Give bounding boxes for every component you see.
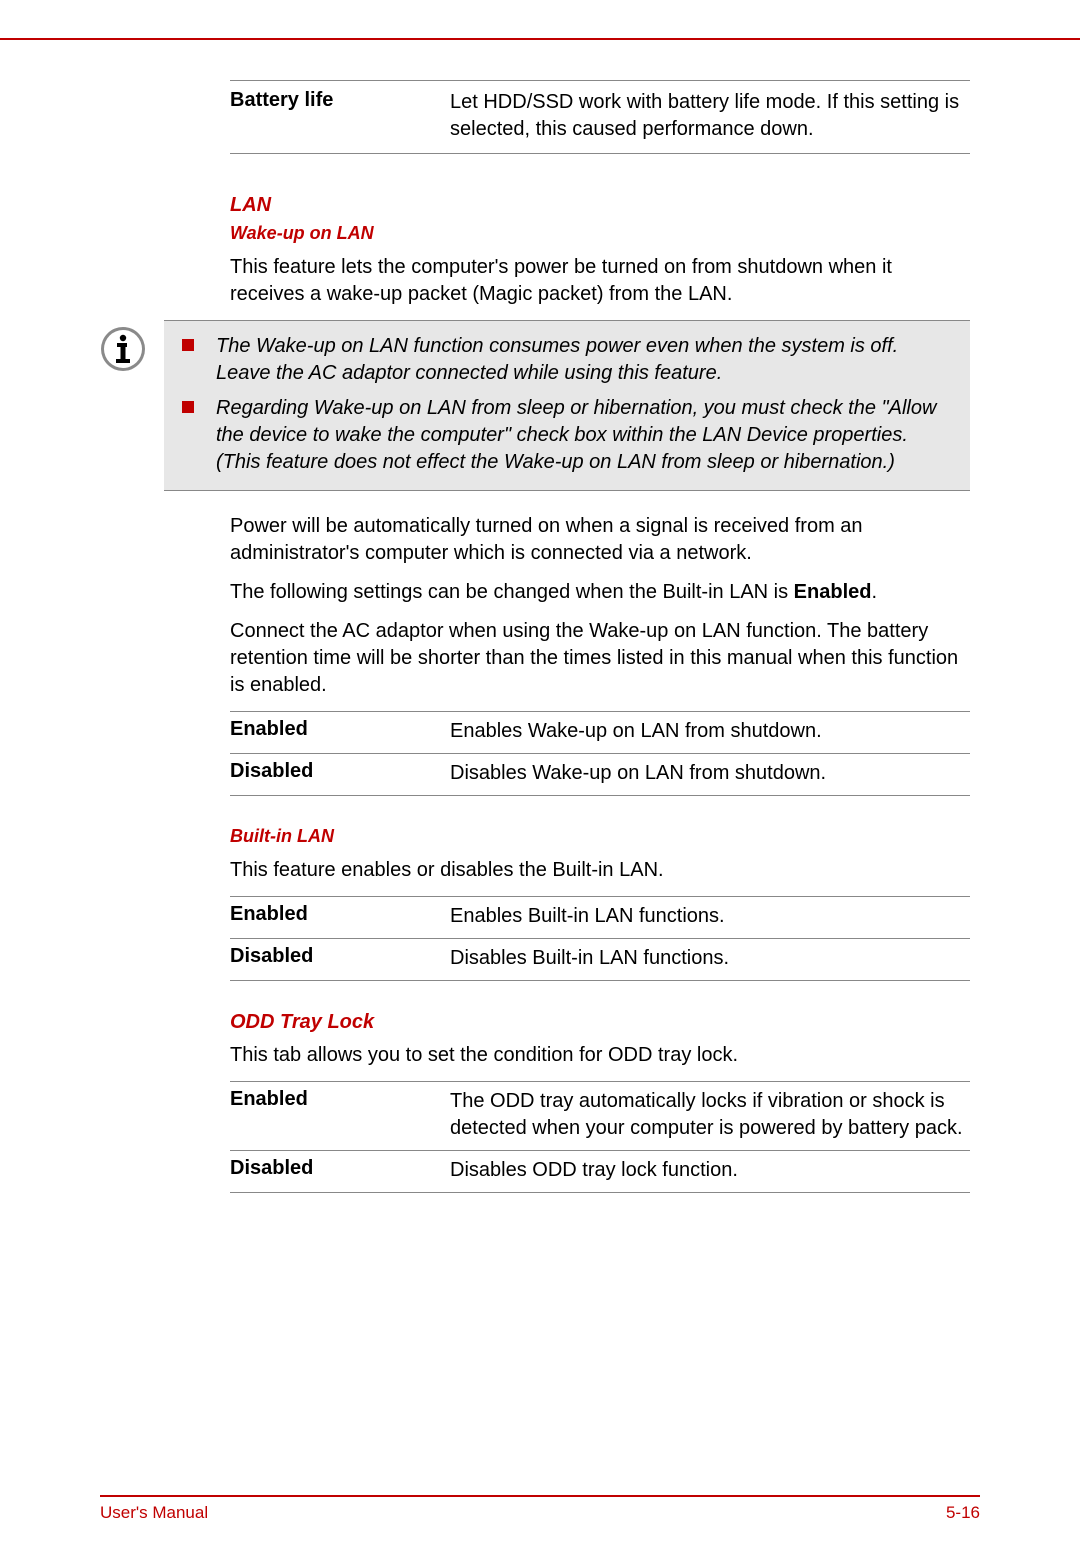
odd-row0-desc: The ODD tray automatically locks if vibr… bbox=[450, 1088, 970, 1142]
table-row: Disabled Disables ODD tray lock function… bbox=[230, 1151, 970, 1193]
wake-after3: Connect the AC adaptor when using the Wa… bbox=[230, 618, 970, 699]
odd-heading: ODD Tray Lock bbox=[230, 1011, 970, 1034]
builtin-row0-label: Enabled bbox=[230, 903, 450, 930]
builtin-heading: Built-in LAN bbox=[230, 826, 970, 847]
wake-intro: This feature lets the computer's power b… bbox=[230, 254, 970, 308]
wake-after2-pre: The following settings can be changed wh… bbox=[230, 581, 794, 603]
lan-heading: LAN bbox=[230, 194, 970, 217]
note-item-2: Regarding Wake-up on LAN from sleep or h… bbox=[182, 395, 952, 476]
note-box: The Wake-up on LAN function consumes pow… bbox=[164, 320, 970, 491]
builtin-table: Enabled Enables Built-in LAN functions. … bbox=[230, 896, 970, 981]
wake-after1: Power will be automatically turned on wh… bbox=[230, 513, 970, 567]
odd-row0-label: Enabled bbox=[230, 1088, 450, 1142]
info-icon bbox=[100, 326, 146, 372]
builtin-row1-desc: Disables Built-in LAN functions. bbox=[450, 945, 729, 972]
page: Battery life Let HDD/SSD work with batte… bbox=[0, 38, 1080, 1243]
footer-right: 5-16 bbox=[946, 1503, 980, 1523]
wake-table: Enabled Enables Wake-up on LAN from shut… bbox=[230, 711, 970, 796]
battery-life-label: Battery life bbox=[230, 89, 450, 143]
battery-life-row: Battery life Let HDD/SSD work with batte… bbox=[230, 80, 970, 154]
wake-after2: The following settings can be changed wh… bbox=[230, 579, 970, 606]
wake-row0-desc: Enables Wake-up on LAN from shutdown. bbox=[450, 718, 822, 745]
square-bullet-icon bbox=[182, 339, 194, 351]
wake-after2-post: . bbox=[871, 581, 877, 603]
builtin-row1-label: Disabled bbox=[230, 945, 450, 972]
table-row: Disabled Disables Built-in LAN functions… bbox=[230, 939, 970, 981]
note-block: The Wake-up on LAN function consumes pow… bbox=[100, 320, 970, 491]
builtin-intro: This feature enables or disables the Bui… bbox=[230, 857, 970, 884]
note-text-2: Regarding Wake-up on LAN from sleep or h… bbox=[216, 395, 952, 476]
odd-intro: This tab allows you to set the condition… bbox=[230, 1042, 970, 1069]
wake-row1-label: Disabled bbox=[230, 760, 450, 787]
wake-after2-bold: Enabled bbox=[794, 581, 872, 603]
table-row: Enabled The ODD tray automatically locks… bbox=[230, 1082, 970, 1151]
table-row: Enabled Enables Wake-up on LAN from shut… bbox=[230, 712, 970, 754]
odd-table: Enabled The ODD tray automatically locks… bbox=[230, 1081, 970, 1193]
page-footer: User's Manual 5-16 bbox=[100, 1495, 980, 1523]
square-bullet-icon bbox=[182, 401, 194, 413]
battery-life-desc: Let HDD/SSD work with battery life mode.… bbox=[450, 89, 970, 143]
wake-heading: Wake-up on LAN bbox=[230, 223, 970, 244]
content-area: Battery life Let HDD/SSD work with batte… bbox=[230, 80, 970, 1193]
note-text-1: The Wake-up on LAN function consumes pow… bbox=[216, 333, 952, 387]
footer-left: User's Manual bbox=[100, 1503, 208, 1523]
table-row: Disabled Disables Wake-up on LAN from sh… bbox=[230, 754, 970, 796]
wake-row1-desc: Disables Wake-up on LAN from shutdown. bbox=[450, 760, 826, 787]
odd-row1-label: Disabled bbox=[230, 1157, 450, 1184]
note-item-1: The Wake-up on LAN function consumes pow… bbox=[182, 333, 952, 387]
builtin-row0-desc: Enables Built-in LAN functions. bbox=[450, 903, 725, 930]
table-row: Enabled Enables Built-in LAN functions. bbox=[230, 897, 970, 939]
odd-row1-desc: Disables ODD tray lock function. bbox=[450, 1157, 738, 1184]
wake-row0-label: Enabled bbox=[230, 718, 450, 745]
